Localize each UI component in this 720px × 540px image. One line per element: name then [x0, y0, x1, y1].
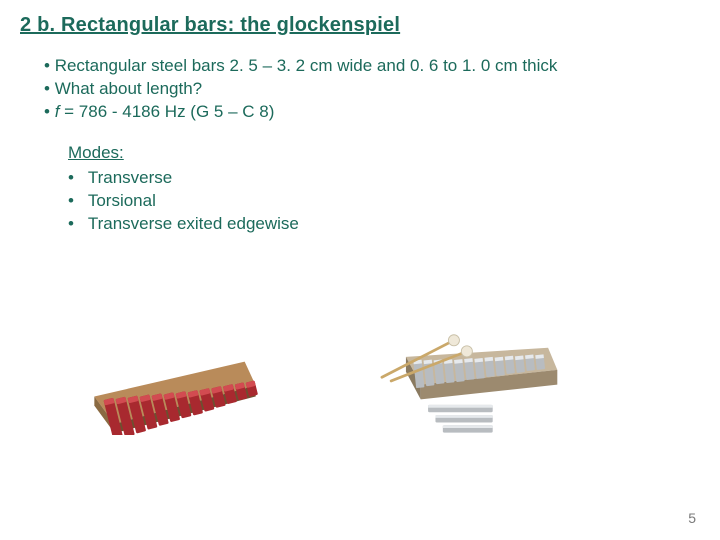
- list-item: What about length?: [44, 78, 700, 101]
- figure-red-glockenspiel: [80, 325, 270, 435]
- slide: 2 b. Rectangular bars: the glockenspiel …: [0, 0, 720, 540]
- figure-silver-glockenspiel: [360, 320, 570, 440]
- red-glockenspiel-icon: [80, 325, 270, 435]
- list-item: Rectangular steel bars 2. 5 – 3. 2 cm wi…: [44, 55, 700, 78]
- section-heading: 2 b. Rectangular bars: the glockenspiel: [20, 14, 700, 37]
- list-item: f = 786 - 4186 Hz (G 5 – C 8): [44, 101, 700, 124]
- loose-bars-icon: [428, 405, 493, 433]
- list-item: Transverse: [68, 167, 700, 190]
- main-bullet-list: Rectangular steel bars 2. 5 – 3. 2 cm wi…: [20, 55, 700, 124]
- modes-list: Transverse Torsional Transverse exited e…: [68, 167, 700, 236]
- list-item: Torsional: [68, 190, 700, 213]
- page-number: 5: [688, 510, 696, 526]
- silver-glockenspiel-icon: [360, 320, 570, 440]
- modes-heading: Modes:: [68, 142, 700, 165]
- list-item-text: = 786 - 4186 Hz (G 5 – C 8): [59, 102, 274, 121]
- list-item: Transverse exited edgewise: [68, 213, 700, 236]
- images-row: [80, 320, 570, 440]
- modes-block: Modes: Transverse Torsional Transverse e…: [20, 142, 700, 236]
